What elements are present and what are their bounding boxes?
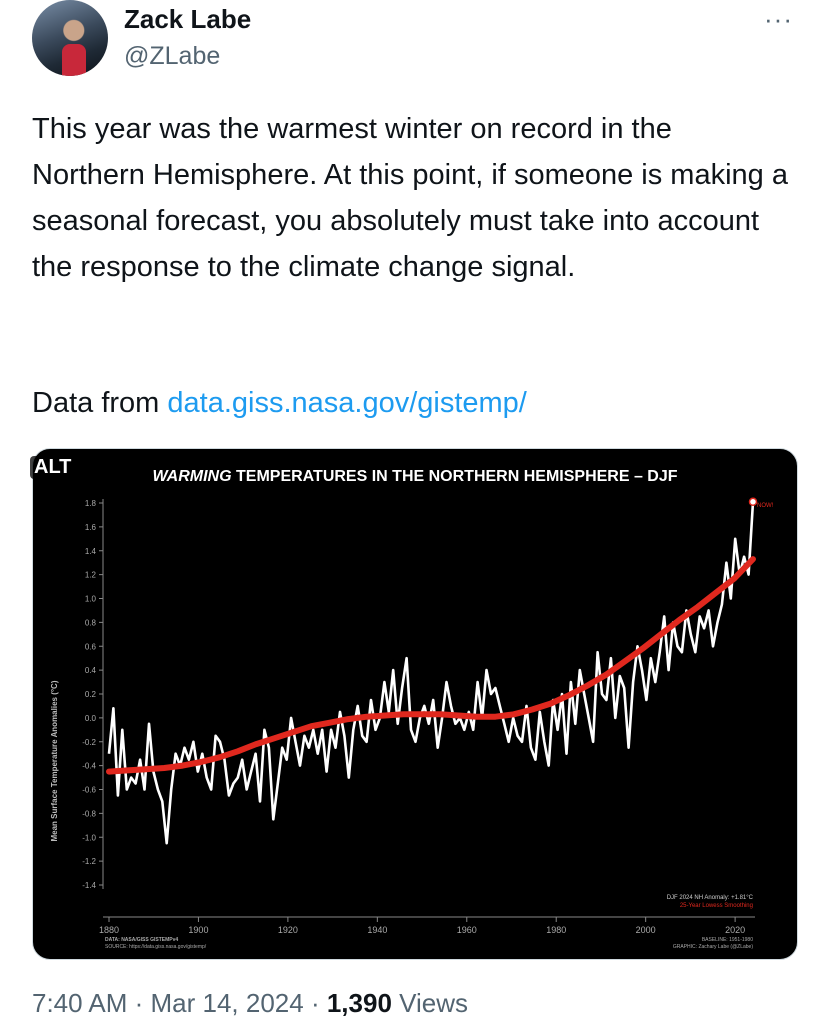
- tweet-source-line: Data from data.giss.nasa.gov/gistemp/: [32, 380, 527, 426]
- tweet-date[interactable]: Mar 14, 2024: [150, 988, 304, 1018]
- view-count: 1,390: [326, 988, 392, 1018]
- y-tick-label: -1.4: [82, 881, 96, 890]
- y-tick-label: 1.0: [85, 595, 97, 604]
- source-prefix: Data from: [32, 387, 168, 419]
- graphic-credit: GRAPHIC: Zachary Labe (@ZLabe): [673, 944, 753, 950]
- avatar[interactable]: [32, 0, 108, 76]
- y-tick-label: -0.4: [82, 762, 96, 771]
- y-tick-label: -1.0: [82, 833, 96, 842]
- x-tick-label: 2020: [725, 925, 745, 935]
- y-tick-label: 0.8: [85, 618, 97, 627]
- y-axis-label: Mean Surface Temperature Anomalies (°C): [50, 680, 59, 841]
- x-tick-label: 2000: [636, 925, 656, 935]
- y-tick-label: -0.6: [82, 786, 96, 795]
- chart-title-rest: TEMPERATURES IN THE NORTHERN HEMISPHERE …: [232, 468, 678, 485]
- avatar-figure: [62, 44, 86, 76]
- x-axis-ticks: 1880 1900 1920 1940 1960 1980 2000 2020: [99, 917, 745, 935]
- now-label: NOW!: [757, 503, 774, 509]
- y-tick-label: 1.6: [85, 523, 97, 532]
- views-label: Views: [399, 988, 469, 1018]
- plot-area: [106, 497, 758, 845]
- x-tick-label: 1920: [278, 925, 298, 935]
- x-tick-label: 1880: [99, 925, 119, 935]
- x-tick-label: 1960: [457, 925, 477, 935]
- meta-separator: ·: [303, 988, 327, 1018]
- meta-separator: ·: [127, 988, 151, 1018]
- tweet-text: This year was the warmest winter on reco…: [32, 113, 788, 283]
- y-tick-label: -0.8: [82, 809, 96, 818]
- anomaly-note: DJF 2024 NH Anomaly: +1.81°C: [667, 895, 754, 901]
- chart-image[interactable]: WARMING TEMPERATURES IN THE NORTHERN HEM…: [32, 448, 798, 960]
- source-link[interactable]: data.giss.nasa.gov/gistemp/: [167, 387, 527, 419]
- latest-point: [748, 497, 758, 507]
- x-tick-label: 1940: [367, 925, 387, 935]
- y-tick-label: 0.6: [85, 642, 97, 651]
- y-tick-label: 1.8: [85, 499, 97, 508]
- source-credit: SOURCE: https://data.giss.nasa.gov/giste…: [105, 944, 207, 950]
- baseline-credit: BASELINE: 1951-1980: [702, 937, 753, 943]
- observed-anomaly-line: [107, 501, 755, 845]
- temperature-chart: WARMING TEMPERATURES IN THE NORTHERN HEM…: [50, 468, 774, 950]
- alt-badge[interactable]: ALT: [30, 456, 76, 479]
- chart-title-italic: WARMING: [152, 468, 231, 485]
- author-name[interactable]: Zack Labe: [124, 4, 252, 34]
- y-tick-label: 1.4: [85, 547, 97, 556]
- x-tick-label: 1980: [546, 925, 566, 935]
- y-tick-label: -0.2: [82, 738, 96, 747]
- y-tick-label: 1.2: [85, 571, 97, 580]
- smoothing-note: 25-Year Lowess Smoothing: [680, 903, 753, 909]
- author-handle[interactable]: @ZLabe: [124, 42, 221, 70]
- y-tick-label: 0.2: [85, 690, 97, 699]
- more-options-icon[interactable]: ···: [764, 4, 793, 34]
- smoothed-trend-line: [106, 556, 756, 775]
- tweet-time[interactable]: 7:40 AM: [32, 988, 128, 1018]
- tweet-meta: 7:40 AM · Mar 14, 2024 · 1,390 Views: [32, 988, 468, 1019]
- chart-title: WARMING TEMPERATURES IN THE NORTHERN HEM…: [152, 468, 677, 485]
- y-axis-ticks: 1.8 1.6 1.4 1.2 1.0 0.8 0.6 0.4 0.2 0.0 -0.2 -0.4 -0…: [82, 499, 103, 890]
- y-tick-label: -1.2: [82, 857, 96, 866]
- y-tick-label: 0.0: [85, 714, 97, 723]
- x-tick-label: 1900: [188, 925, 208, 935]
- y-tick-label: 0.4: [85, 666, 97, 675]
- data-credit: DATA: NASA/GISS GISTEMPv4: [105, 937, 178, 943]
